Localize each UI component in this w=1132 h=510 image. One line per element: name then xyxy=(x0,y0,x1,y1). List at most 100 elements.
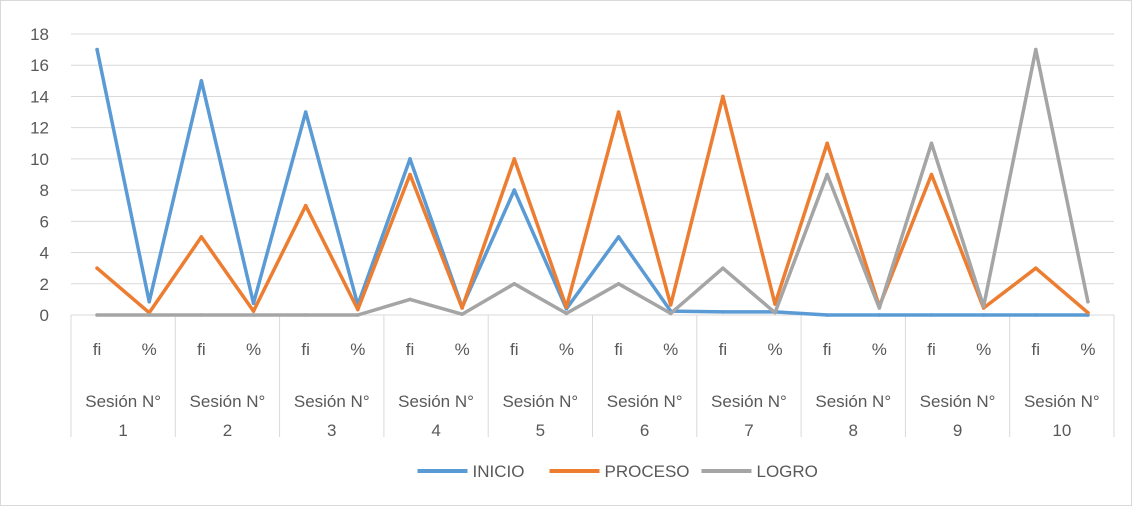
group-label: Sesión N° xyxy=(294,392,370,411)
x-tick-label: % xyxy=(350,340,365,359)
data-point-inicio xyxy=(981,313,986,317)
group-label: 10 xyxy=(1052,421,1071,440)
group-label: Sesión N° xyxy=(1024,392,1100,411)
data-point-logro xyxy=(1086,299,1090,304)
x-tick-label: % xyxy=(872,340,887,359)
group-label: 7 xyxy=(744,421,753,440)
data-point-logro xyxy=(1033,47,1038,52)
data-point-logro xyxy=(356,313,360,317)
data-point-proceso xyxy=(95,266,99,270)
x-tick-label: % xyxy=(767,340,782,359)
data-point-inicio xyxy=(721,310,725,314)
data-point-logro xyxy=(303,313,308,317)
x-tick-label: % xyxy=(142,340,157,359)
data-point-inicio xyxy=(929,313,934,317)
group-label: 4 xyxy=(431,421,440,440)
y-tick-label: 16 xyxy=(30,56,49,75)
data-point-proceso xyxy=(199,235,204,239)
x-tick-label: fi xyxy=(510,340,519,359)
data-point-proceso xyxy=(668,303,673,307)
data-point-logro xyxy=(460,312,464,317)
group-label: Sesión N° xyxy=(815,392,891,411)
data-point-logro xyxy=(668,311,673,316)
group-label: 3 xyxy=(327,421,336,440)
data-point-proceso xyxy=(1033,266,1038,270)
data-point-logro xyxy=(147,313,152,317)
series-lines xyxy=(95,47,1090,317)
series-line-proceso xyxy=(95,94,1090,315)
legend: INICIO PROCESO LOGRO xyxy=(417,462,818,481)
legend-label-inicio: INICIO xyxy=(473,462,525,481)
series-line-logro xyxy=(95,47,1090,317)
x-tick-label: fi xyxy=(93,340,102,359)
legend-label-proceso: PROCESO xyxy=(605,462,690,481)
group-label: 8 xyxy=(849,421,858,440)
x-tick-label: fi xyxy=(823,340,832,359)
data-point-logro xyxy=(95,313,99,317)
group-label: Sesión N° xyxy=(502,392,578,411)
data-point-logro xyxy=(199,313,204,317)
group-label: 1 xyxy=(118,421,127,440)
data-point-logro xyxy=(773,310,777,315)
group-label: Sesión N° xyxy=(607,392,683,411)
data-point-proceso xyxy=(460,306,464,310)
data-point-proceso xyxy=(564,305,569,309)
data-point-inicio xyxy=(199,79,204,83)
data-point-proceso xyxy=(616,110,621,114)
data-point-logro xyxy=(929,141,934,146)
x-tick-label: % xyxy=(663,340,678,359)
group-label: 5 xyxy=(536,421,545,440)
x-tick-label: fi xyxy=(1032,340,1041,359)
group-label: Sesión N° xyxy=(190,392,266,411)
y-tick-label: 10 xyxy=(30,150,49,169)
data-point-inicio xyxy=(408,157,412,161)
group-label: Sesión N° xyxy=(711,392,787,411)
data-point-inicio xyxy=(251,301,256,306)
x-tick-label: % xyxy=(246,340,261,359)
x-tick-label: fi xyxy=(614,340,623,359)
data-point-proceso xyxy=(303,203,308,208)
data-point-proceso xyxy=(356,307,360,312)
data-point-proceso xyxy=(929,172,934,177)
data-point-proceso xyxy=(773,302,777,306)
data-point-proceso xyxy=(1086,310,1090,315)
data-point-inicio xyxy=(512,188,517,192)
y-tick-label: 12 xyxy=(30,119,49,138)
group-label: 2 xyxy=(223,421,232,440)
group-label: Sesión N° xyxy=(920,392,996,411)
data-point-logro xyxy=(616,281,621,286)
data-point-inicio xyxy=(1033,313,1038,317)
data-point-logro xyxy=(877,306,882,310)
gridlines xyxy=(71,33,1114,285)
y-tick-label: 2 xyxy=(40,275,49,294)
data-point-logro xyxy=(408,297,412,302)
x-tick-label: fi xyxy=(927,340,936,359)
data-point-logro xyxy=(825,172,829,177)
data-point-proceso xyxy=(825,141,829,146)
group-label: 9 xyxy=(953,421,962,440)
y-tick-label: 18 xyxy=(30,25,49,44)
data-point-proceso xyxy=(721,94,725,99)
x-tick-label: % xyxy=(559,340,574,359)
data-point-logro xyxy=(721,266,725,270)
x-tick-label: fi xyxy=(301,340,310,359)
group-label: Sesión N° xyxy=(85,392,161,411)
data-point-inicio xyxy=(825,313,829,317)
legend-label-logro: LOGRO xyxy=(757,462,818,481)
data-point-proceso xyxy=(512,157,517,161)
data-point-inicio xyxy=(147,299,152,304)
x-tick-label: fi xyxy=(719,340,728,359)
data-point-proceso xyxy=(251,309,256,313)
data-point-inicio xyxy=(616,235,621,239)
x-tick-label: % xyxy=(455,340,470,359)
y-tick-label: 0 xyxy=(40,306,49,325)
series-line-inicio xyxy=(95,47,1090,317)
x-tick-label: % xyxy=(976,340,991,359)
y-tick-label: 14 xyxy=(30,87,49,106)
data-point-logro xyxy=(251,313,256,317)
y-tick-label: 4 xyxy=(40,244,49,263)
data-point-logro xyxy=(564,311,569,316)
